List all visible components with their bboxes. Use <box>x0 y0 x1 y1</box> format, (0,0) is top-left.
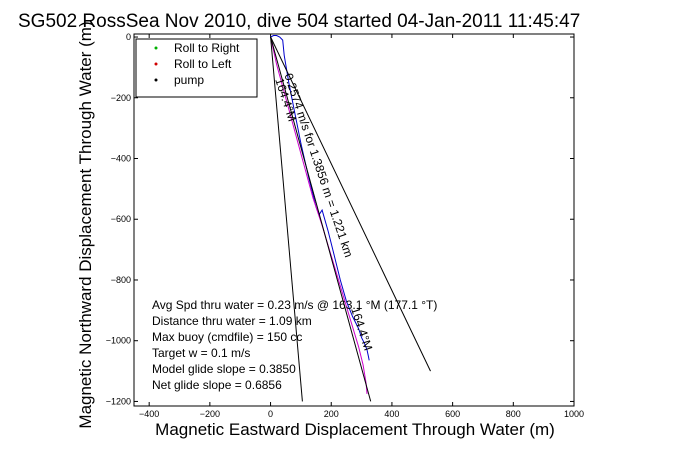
y-tick-label: 0 <box>126 32 131 42</box>
x-tick-label: −400 <box>139 409 159 419</box>
annotation-line: Max buoy (cmdfile) = 150 cc <box>152 330 302 344</box>
legend-marker <box>154 46 158 50</box>
chart-title: SG502 RossSea Nov 2010, dive 504 started… <box>18 11 580 32</box>
series-line-0 <box>270 35 370 361</box>
legend-marker <box>154 62 158 66</box>
y-tick-label: −200 <box>111 93 131 103</box>
legend-label: Roll to Right <box>174 41 240 55</box>
series-line-2 <box>270 36 431 372</box>
annotation-line: Model glide slope = 0.3850 <box>152 362 296 376</box>
legend: Roll to Right Roll to Left pump <box>135 38 258 98</box>
y-axis-ticks: 0 −200 −400 −600 −800 −1000 −1200 <box>106 32 574 406</box>
annotation-line: Distance thru water = 1.09 km <box>152 314 312 328</box>
series-layer <box>270 35 431 402</box>
y-tick-label: −400 <box>111 154 131 164</box>
series-line-4 <box>270 36 372 402</box>
annotation-line: Avg Spd thru water = 0.23 m/s @ 163.1 °M… <box>152 298 437 312</box>
legend-marker <box>154 78 158 82</box>
x-tick-label: −200 <box>200 409 220 419</box>
x-tick-label: 1000 <box>564 409 584 419</box>
y-axis-label: Magnetic Northward Displacement Through … <box>76 21 95 428</box>
y-tick-label: −1200 <box>106 396 131 406</box>
x-tick-label: 400 <box>384 409 399 419</box>
x-tick-label: 0 <box>268 409 273 419</box>
legend-label: pump <box>174 73 204 87</box>
x-tick-label: 800 <box>506 409 521 419</box>
x-axis-label: Magnetic Eastward Displacement Through W… <box>155 420 555 439</box>
series-line-3 <box>270 36 303 402</box>
x-tick-label: 200 <box>324 409 339 419</box>
annotation-line: Net glide slope = 0.6856 <box>152 378 282 392</box>
annotation-line: Target w = 0.1 m/s <box>152 346 250 360</box>
x-axis-ticks: −400 −200 0 200 400 600 800 1000 <box>139 34 584 419</box>
y-tick-label: −1000 <box>106 336 131 346</box>
legend-label: Roll to Left <box>174 57 232 71</box>
y-tick-label: −600 <box>111 214 131 224</box>
y-tick-label: −800 <box>111 275 131 285</box>
annotations: Avg Spd thru water = 0.23 m/s @ 163.1 °M… <box>152 298 437 392</box>
x-tick-label: 600 <box>445 409 460 419</box>
